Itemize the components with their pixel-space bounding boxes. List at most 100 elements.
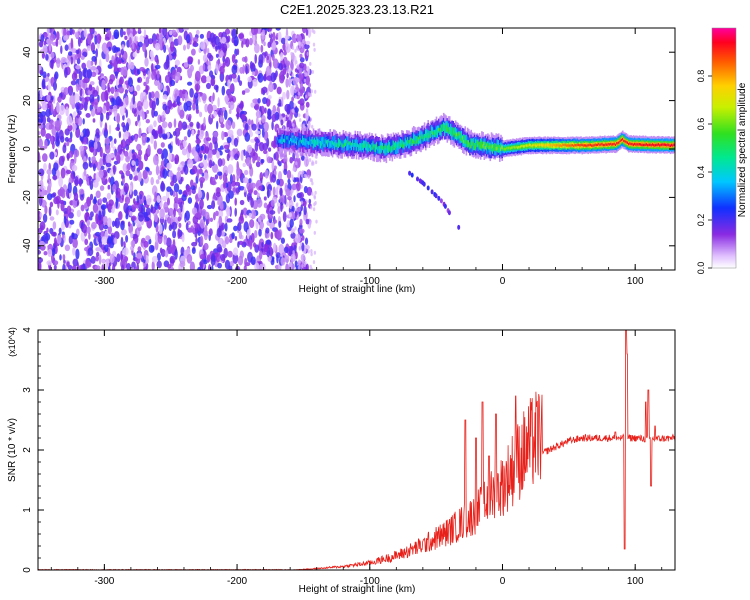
noise-speckle xyxy=(262,143,269,151)
noise-speckle xyxy=(181,148,187,156)
carrier-band-cell xyxy=(323,143,326,148)
noise-speckle xyxy=(72,237,78,249)
noise-speckle xyxy=(161,121,168,128)
noise-speckle xyxy=(280,52,284,61)
noise-speckle xyxy=(258,228,262,237)
noise-speckle xyxy=(63,35,68,41)
carrier-band-cell xyxy=(537,143,539,146)
carrier-band-cell xyxy=(282,136,285,149)
noise-speckle xyxy=(122,132,129,140)
carrier-band-cell xyxy=(416,139,419,144)
noise-speckle xyxy=(202,158,208,170)
noise-speckle xyxy=(105,153,112,164)
noise-speckle xyxy=(60,56,67,64)
noise-speckle xyxy=(65,106,69,117)
carrier-band-cell xyxy=(645,143,648,146)
noise-speckle xyxy=(264,107,267,114)
carrier-band-cell xyxy=(613,142,616,146)
carrier-band-cell xyxy=(495,146,497,151)
noise-speckle xyxy=(159,247,163,254)
noise-speckle xyxy=(212,194,216,200)
carrier-band-cell xyxy=(365,140,367,149)
noise-speckle xyxy=(179,260,186,268)
carrier-band-cell xyxy=(298,141,300,146)
secondary-branch-mark xyxy=(437,195,441,201)
carrier-band-cell xyxy=(473,144,476,149)
carrier-band-cell xyxy=(463,140,465,144)
noise-speckle xyxy=(259,250,263,260)
noise-speckle xyxy=(251,28,257,36)
noise-speckle xyxy=(44,205,48,215)
noise-speckle xyxy=(56,102,60,114)
noise-speckle xyxy=(282,91,286,100)
noise-speckle xyxy=(131,261,136,270)
noise-speckle xyxy=(143,153,149,162)
noise-speckle xyxy=(178,222,182,229)
noise-speckle xyxy=(190,225,194,233)
noise-speckle xyxy=(162,195,167,202)
noise-speckle xyxy=(192,165,198,175)
noise-speckle xyxy=(154,42,161,51)
noise-speckle xyxy=(179,105,183,110)
noise-speckle xyxy=(75,54,78,61)
noise-speckle xyxy=(253,190,258,196)
noise-speckle xyxy=(168,121,173,129)
noise-speckle xyxy=(131,267,135,270)
y-tick-label: 1 xyxy=(22,507,33,513)
noise-speckle xyxy=(157,82,164,91)
noise-speckle xyxy=(285,78,289,88)
noise-speckle xyxy=(87,89,93,96)
noise-speckle xyxy=(295,207,298,212)
carrier-band-cell xyxy=(410,137,413,142)
noise-speckle xyxy=(267,108,272,117)
carrier-band-cell xyxy=(470,145,472,149)
noise-speckle xyxy=(230,150,234,157)
noise-speckle xyxy=(236,166,241,176)
noise-speckle xyxy=(224,56,231,67)
noise-speckle xyxy=(49,201,54,208)
noise-speckle xyxy=(70,80,77,86)
noise-speckle xyxy=(313,230,316,235)
carrier-band-cell xyxy=(505,148,507,151)
noise-speckle xyxy=(113,138,117,144)
noise-speckle xyxy=(167,264,172,269)
carrier-band-cell xyxy=(546,144,549,147)
carrier-band-cell xyxy=(373,144,376,152)
noise-speckle xyxy=(283,154,288,165)
carrier-band-cell xyxy=(503,147,506,151)
carrier-band-cell xyxy=(359,144,361,148)
noise-speckle xyxy=(207,103,213,115)
noise-speckle xyxy=(146,85,150,91)
carrier-band-cell xyxy=(441,124,444,128)
carrier-band-cell xyxy=(361,144,364,148)
carrier-band-cell xyxy=(643,143,646,147)
noise-speckle xyxy=(305,108,309,113)
y-tick-label: -20 xyxy=(22,190,33,205)
carrier-band-cell xyxy=(591,144,593,147)
carrier-band-cell xyxy=(563,143,566,147)
noise-speckle xyxy=(309,220,312,225)
carrier-band-cell xyxy=(388,144,390,148)
noise-speckle xyxy=(251,71,256,76)
noise-speckle xyxy=(92,50,96,55)
noise-speckle xyxy=(150,204,154,213)
noise-speckle xyxy=(299,218,303,226)
carrier-band-cell xyxy=(436,129,439,133)
noise-speckle xyxy=(130,215,137,221)
noise-speckle xyxy=(220,50,224,58)
carrier-band-cell xyxy=(390,147,392,151)
noise-speckle xyxy=(70,56,74,65)
noise-speckle xyxy=(256,192,260,199)
noise-speckle xyxy=(314,160,318,165)
noise-speckle xyxy=(310,205,313,210)
noise-speckle xyxy=(113,29,120,39)
noise-speckle xyxy=(204,146,210,154)
noise-speckle xyxy=(187,158,194,169)
carrier-band-cell xyxy=(494,143,496,151)
carrier-band-cell xyxy=(661,143,664,146)
carrier-band-cell xyxy=(448,130,451,134)
noise-speckle xyxy=(143,81,147,87)
carrier-band-cell xyxy=(421,134,423,138)
noise-speckle xyxy=(215,252,221,263)
